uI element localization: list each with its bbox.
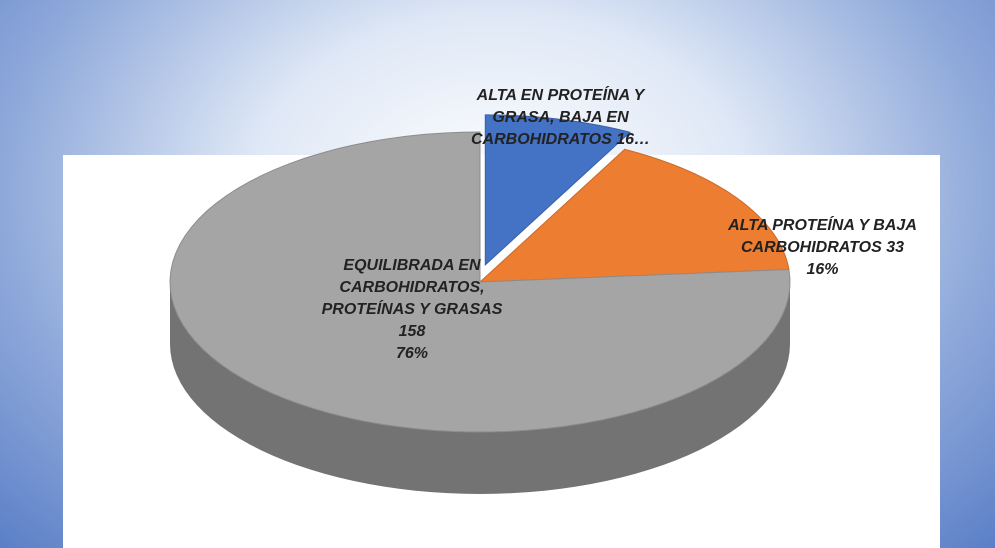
percent-label: 76% [395,345,429,362]
slice-side [170,282,790,494]
slice [169,131,791,433]
slice [478,148,790,283]
category-label: EQUILIBRADA EN CARBOHIDRATOS, PROTEÍNAS … [321,257,503,318]
slice-label: ALTA EN PROTEÍNA Y GRASA, BAJA EN CARBOH… [448,85,673,151]
slice [484,114,632,267]
percent-label: 16% [806,261,839,278]
slice-label: EQUILIBRADA EN CARBOHIDRATOS, PROTEÍNAS … [312,255,512,365]
value-label: 16… [616,131,650,148]
slice-label: ALTA PROTEÍNA Y BAJA CARBOHIDRATOS 33 16… [700,215,945,281]
category-label: ALTA PROTEÍNA Y BAJA CARBOHIDRATOS [728,217,917,256]
value-label: 158 [398,323,426,340]
category-label: ALTA EN PROTEÍNA Y GRASA, BAJA EN CARBOH… [471,87,645,148]
value-label: 33 [886,239,904,256]
